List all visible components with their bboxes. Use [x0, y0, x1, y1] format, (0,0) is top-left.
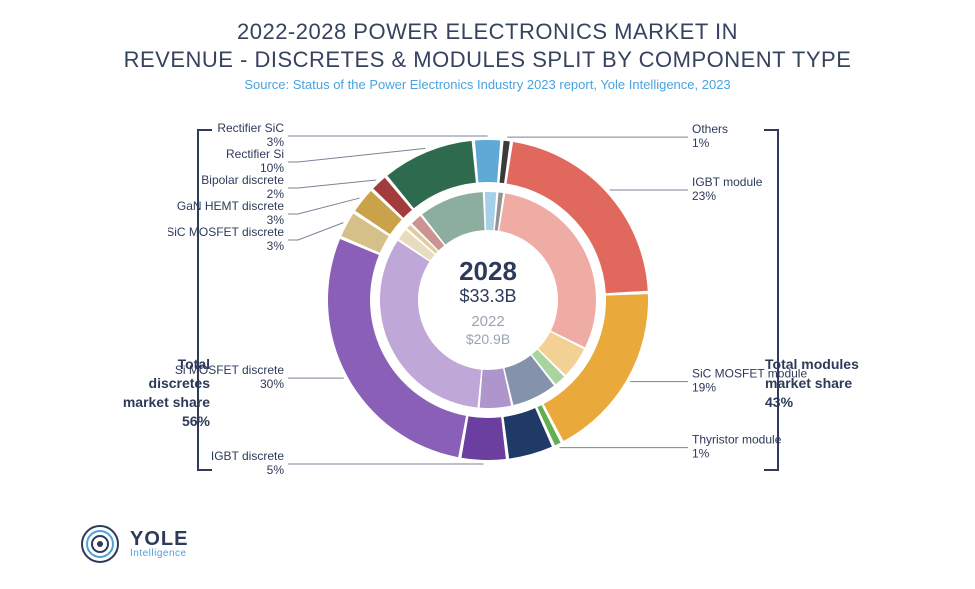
- center-year-outer: 2028: [459, 256, 517, 286]
- title-line2: REVENUE - DISCRETES & MODULES SPLIT BY C…: [124, 47, 852, 72]
- label-rect_si: Rectifier Si: [225, 147, 283, 161]
- label-sic_mosfet_d: SiC MOSFET discrete: [168, 225, 284, 239]
- pct-si_mosfet: 30%: [259, 377, 283, 391]
- slice-rect_sic-inner: [484, 192, 495, 230]
- leader-bipolar: [288, 180, 376, 188]
- pct-thy_module: 1%: [692, 447, 710, 461]
- center-value-outer: $33.3B: [459, 286, 516, 306]
- chart-subtitle: Source: Status of the Power Electronics …: [0, 77, 975, 92]
- leader-sic_mosfet_d: [288, 223, 343, 240]
- right-summary: Total modules market share 43%: [765, 355, 905, 412]
- bracket-right: [764, 130, 778, 470]
- logo-name: YOLE: [130, 529, 188, 549]
- pct-others: 1%: [692, 136, 710, 150]
- label-igbt_disc: IGBT discrete: [210, 449, 283, 463]
- leader-gan_hemt: [288, 198, 360, 214]
- pct-igbt_module: 23%: [692, 189, 716, 203]
- slice-rect_sic-outer: [474, 140, 499, 182]
- donut-chart: 2028$33.3B2022$20.9BOthers1%IGBT module2…: [168, 95, 808, 505]
- pct-igbt_disc: 5%: [266, 463, 284, 477]
- logo-sub: Intelligence: [130, 549, 188, 559]
- label-bipolar: Bipolar discrete: [201, 173, 284, 187]
- center-value-inner: $20.9B: [465, 331, 509, 347]
- pct-sic_module: 19%: [692, 381, 716, 395]
- label-rect_sic: Rectifier SiC: [217, 121, 284, 135]
- center-year-inner: 2022: [471, 313, 504, 330]
- logo-icon: [80, 524, 120, 564]
- leader-rect_si: [288, 148, 425, 162]
- label-thy_module: Thyristor module: [692, 433, 782, 447]
- left-summary: Total discretes market share 56%: [70, 355, 210, 431]
- pct-sic_mosfet_d: 3%: [266, 239, 284, 253]
- chart-area: 2028$33.3B2022$20.9BOthers1%IGBT module2…: [0, 95, 975, 505]
- title-line1: 2022-2028 POWER ELECTRONICS MARKET IN: [237, 19, 738, 44]
- label-others: Others: [692, 122, 728, 136]
- label-igbt_module: IGBT module: [692, 175, 763, 189]
- brand-logo: YOLE Intelligence: [80, 524, 188, 564]
- chart-title: 2022-2028 POWER ELECTRONICS MARKET IN RE…: [0, 0, 975, 73]
- slice-igbt_disc-outer: [461, 416, 505, 460]
- label-gan_hemt: GaN HEMT discrete: [176, 199, 283, 213]
